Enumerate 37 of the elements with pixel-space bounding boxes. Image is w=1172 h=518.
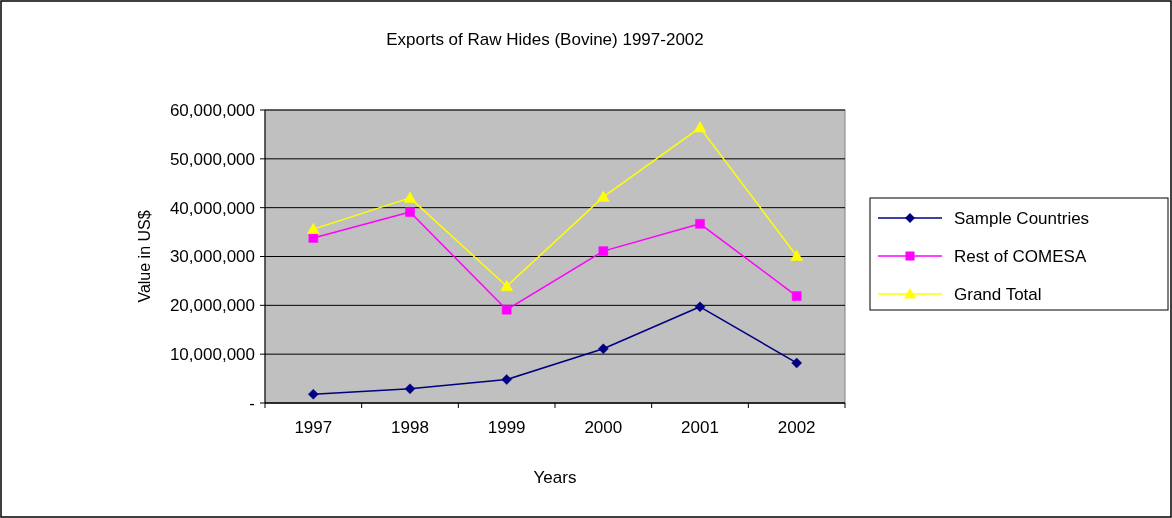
y-tick-label: 20,000,000 <box>169 296 255 316</box>
x-tick-label: 2000 <box>584 418 623 437</box>
x-tick-label: 2002 <box>777 418 816 437</box>
y-tick-label: 30,000,000 <box>169 247 255 267</box>
point <box>693 121 707 133</box>
point <box>695 219 705 229</box>
y-tick-label: 60,000,000 <box>169 100 255 120</box>
x-tick-label: 2001 <box>681 418 719 437</box>
y-tick-label: 40,000,000 <box>169 198 255 218</box>
point <box>598 246 609 256</box>
x-tick-label: 1998 <box>391 418 429 437</box>
point <box>501 304 512 315</box>
y-axis-title: Value in US$ <box>136 210 153 303</box>
point <box>308 388 319 400</box>
legend-label: Grand Total <box>954 284 1042 304</box>
x-tick-label: 1997 <box>294 418 333 437</box>
legend-label: Rest of COMESA <box>954 246 1087 266</box>
point <box>404 383 416 395</box>
y-tick-label: - <box>249 393 255 413</box>
point <box>403 191 417 203</box>
y-tick-label: 50,000,000 <box>169 149 255 169</box>
legend-label: Sample Countries <box>954 208 1090 228</box>
point <box>308 233 319 243</box>
point <box>500 280 513 292</box>
point <box>694 301 706 313</box>
point <box>790 249 803 261</box>
x-tick-label: 1999 <box>487 418 526 437</box>
x-axis-title: Years <box>533 468 577 487</box>
point <box>791 291 802 301</box>
point <box>405 207 415 217</box>
point <box>791 357 802 369</box>
point <box>597 190 610 202</box>
point <box>501 374 512 385</box>
point <box>598 343 609 355</box>
y-tick-label: 10,000,000 <box>169 345 255 365</box>
chart-title: Exports of Raw Hides (Bovine) 1997-2002 <box>386 30 704 49</box>
point <box>307 222 320 234</box>
